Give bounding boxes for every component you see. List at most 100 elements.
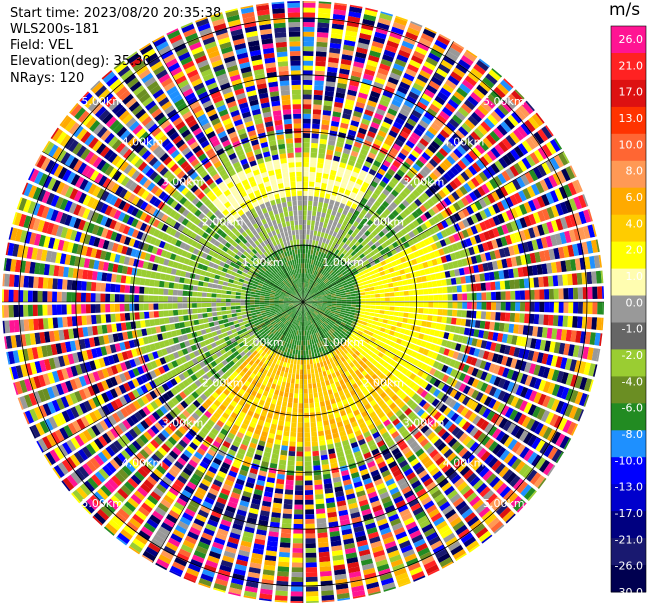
velocity-cell (330, 194, 337, 201)
velocity-cell (393, 198, 401, 206)
velocity-cell (373, 81, 384, 90)
velocity-cell (357, 42, 369, 50)
velocity-cell (532, 197, 541, 210)
velocity-cell (339, 127, 348, 134)
velocity-cell (377, 318, 384, 323)
velocity-cell (412, 219, 420, 228)
velocity-cell (528, 213, 537, 225)
velocity-cell (398, 286, 404, 291)
velocity-cell (395, 90, 406, 99)
velocity-cell (385, 273, 392, 279)
velocity-cell (321, 464, 330, 470)
velocity-cell (300, 359, 303, 365)
velocity-cell (461, 284, 467, 292)
velocity-cell (417, 249, 425, 256)
velocity-cell (317, 162, 324, 169)
velocity-cell (359, 285, 365, 290)
velocity-cell (430, 48, 443, 59)
velocity-cell (451, 285, 458, 293)
velocity-cell (483, 117, 495, 129)
velocity-cell (313, 474, 322, 481)
velocity-cell (370, 244, 377, 251)
velocity-cell (309, 167, 316, 173)
velocity-cell (354, 182, 361, 190)
velocity-cell (291, 576, 303, 582)
velocity-cell (351, 296, 356, 299)
velocity-cell (519, 313, 525, 323)
velocity-cell (349, 288, 355, 292)
velocity-cell (495, 188, 505, 200)
velocity-cell (359, 311, 365, 315)
velocity-cell (322, 385, 327, 392)
velocity-cell (389, 306, 395, 311)
velocity-cell (374, 289, 380, 294)
velocity-cell (544, 289, 550, 300)
velocity-cell (555, 218, 564, 231)
velocity-cell (577, 287, 583, 300)
velocity-cell (473, 63, 486, 75)
velocity-cell (371, 230, 378, 237)
velocity-cell (303, 70, 313, 76)
velocity-cell (308, 249, 311, 255)
velocity-cell (379, 99, 390, 108)
velocity-cell (343, 39, 356, 47)
velocity-cell (320, 242, 325, 248)
velocity-cell (466, 227, 474, 237)
velocity-cell (541, 208, 551, 221)
velocity-cell (568, 287, 574, 300)
velocity-cell (414, 198, 422, 207)
velocity-cell (310, 269, 314, 275)
velocity-cell (303, 171, 309, 177)
velocity-cell (312, 446, 319, 452)
velocity-cell (394, 291, 400, 297)
velocity-cell (368, 54, 380, 63)
velocity-cell (304, 287, 306, 293)
velocity-cell (353, 221, 359, 228)
velocity-cell (514, 231, 522, 243)
velocity-cell (292, 538, 303, 544)
velocity-cell (591, 271, 597, 284)
velocity-cell (293, 364, 297, 370)
velocity-cell (386, 40, 399, 49)
velocity-cell (471, 310, 477, 319)
velocity-cell (315, 250, 319, 256)
velocity-cell (303, 215, 307, 220)
velocity-cell (437, 287, 443, 294)
velocity-cell (324, 163, 331, 170)
velocity-cell (303, 104, 312, 110)
velocity-cell (312, 275, 316, 281)
velocity-cell (359, 32, 372, 41)
velocity-cell (310, 293, 316, 297)
velocity-cell (558, 288, 564, 300)
velocity-cell (481, 302, 487, 310)
velocity-cell (416, 141, 426, 151)
velocity-cell (351, 214, 358, 221)
velocity-cell (452, 67, 466, 78)
velocity-cell (330, 291, 336, 295)
velocity-cell (346, 200, 353, 207)
velocity-cell (394, 270, 401, 276)
velocity-cell (592, 302, 598, 315)
velocity-cell (464, 153, 475, 164)
velocity-cell (277, 365, 283, 371)
velocity-cell (469, 236, 477, 245)
velocity-cell (498, 322, 505, 332)
velocity-cell (370, 294, 376, 298)
velocity-cell (399, 211, 408, 219)
velocity-cell (303, 157, 310, 163)
velocity-cell (474, 200, 483, 211)
velocity-cell (452, 293, 458, 301)
velocity-cell (408, 222, 416, 230)
velocity-cell (407, 318, 413, 324)
velocity-cell (323, 243, 328, 249)
velocity-cell (360, 305, 366, 308)
velocity-cell (311, 259, 314, 265)
velocity-cell (390, 201, 398, 209)
velocity-cell (309, 259, 312, 265)
velocity-cell (303, 108, 312, 114)
velocity-cell (330, 169, 337, 176)
velocity-cell (330, 271, 335, 276)
velocity-cell (333, 155, 341, 162)
velocity-cell (387, 76, 399, 85)
velocity-cell (295, 349, 298, 355)
